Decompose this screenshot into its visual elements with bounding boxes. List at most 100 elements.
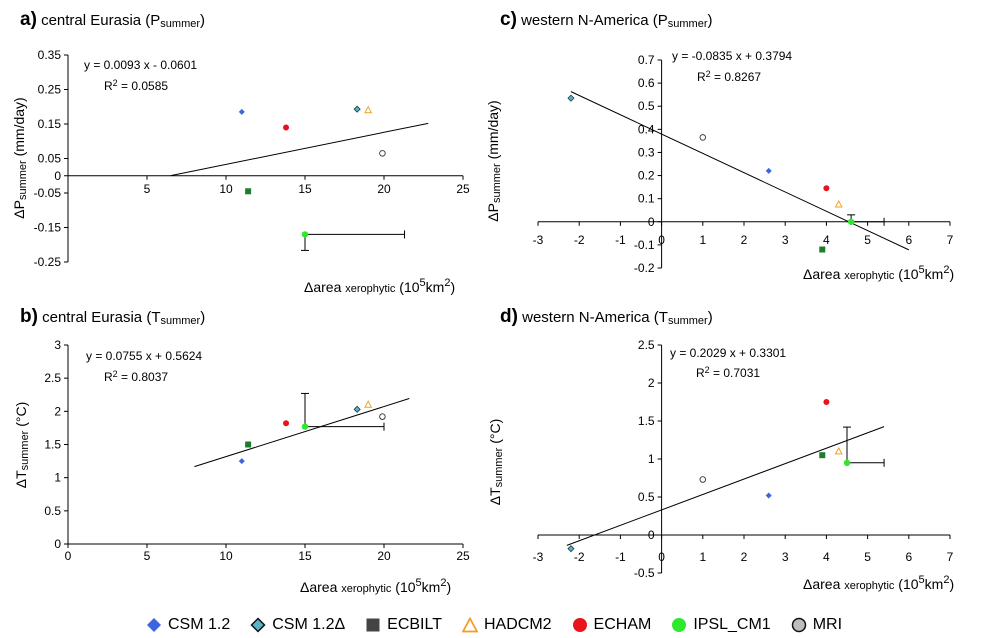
x-tick-label: 20: [377, 182, 391, 196]
y-axis-label: ΔTsummer (°C): [13, 402, 31, 489]
x-tick-label: 6: [905, 233, 912, 247]
x-tick-label: 2: [741, 550, 748, 564]
y-tick-label: 1.5: [44, 438, 61, 452]
panel-letter: a): [20, 9, 37, 30]
x-tick-label: -1: [615, 550, 626, 564]
x-label-main: Δarea: [803, 576, 844, 592]
legend: CSM 1.2 CSM 1.2Δ ECBILT HADCM2 ECHAM IPSL_CM1…: [0, 613, 988, 637]
x-label-sub: xerophytic: [345, 283, 396, 295]
data-point: [364, 400, 373, 408]
x-label-sup2: 2: [444, 277, 450, 289]
data-point: [283, 420, 290, 427]
panel-title: a) central Eurasia (Psummer): [20, 9, 205, 30]
x-label-close: ): [949, 576, 954, 592]
y-tick-label: 0: [54, 537, 61, 551]
data-point: [819, 452, 826, 459]
y-tick-label: 1: [54, 471, 61, 485]
r2-value: = 0.7031: [710, 366, 761, 380]
data-point: [238, 108, 245, 115]
y-label-sub: summer: [493, 447, 505, 487]
x-tick-label: 0: [658, 550, 665, 564]
x-label-sub: xerophytic: [844, 270, 895, 282]
y-tick-label: 0.5: [638, 99, 655, 113]
x-tick-label: 15: [298, 549, 312, 563]
panel-title-close: ): [200, 309, 205, 326]
x-axis-label: Δarea xerophytic (105km2): [300, 577, 451, 595]
x-label-sup2: 2: [943, 264, 949, 276]
y-tick-label: 0.7: [638, 53, 655, 67]
x-tick-label: 2: [741, 233, 748, 247]
r2-sup: 2: [113, 78, 118, 88]
y-tick-label: 0.35: [38, 48, 62, 62]
legend-marker: [366, 618, 380, 632]
panel-title-main: western N-America (T: [518, 309, 668, 326]
legend-marker: [146, 618, 161, 632]
x-tick-label: 4: [823, 233, 830, 247]
legend-item: CSM 1.2: [146, 616, 230, 634]
x-tick-label: 5: [144, 182, 151, 196]
x-label-close: ): [949, 266, 954, 282]
x-label-main: Δarea: [300, 579, 341, 595]
y-label-sub: summer: [17, 160, 29, 200]
panel-title: d) western N-America (Tsummer): [500, 306, 713, 327]
panel-title-main: central Eurasia (T: [38, 309, 161, 326]
y-label-rest: (°C): [487, 419, 503, 448]
r2-sup: 2: [706, 69, 711, 79]
x-tick-label: 0: [65, 549, 72, 563]
r2-sup: 2: [113, 369, 118, 379]
y-tick-label: 0.1: [638, 192, 655, 206]
legend-item: HADCM2: [461, 616, 552, 634]
legend-marker: [250, 617, 266, 633]
data-point: [847, 218, 855, 225]
y-tick-label: 0.5: [638, 490, 655, 504]
x-label-close: ): [450, 279, 455, 295]
r2-main: R: [104, 79, 113, 93]
legend-item: IPSL_CM1: [671, 616, 771, 634]
x-tick-label: -1: [615, 233, 626, 247]
y-tick-label: 0.5: [44, 504, 61, 518]
x-label-sup1: 5: [919, 574, 925, 586]
panel-letter: d): [500, 306, 518, 327]
x-label-sub: xerophytic: [341, 583, 392, 595]
x-tick-label: -2: [574, 550, 585, 564]
x-tick-label: 5: [864, 550, 871, 564]
r2-main: R: [104, 370, 113, 384]
x-tick-label: 20: [377, 549, 391, 563]
y-label-sub: summer: [19, 430, 31, 470]
y-tick-label: 0.25: [38, 83, 62, 97]
y-tick-label: 1.5: [638, 414, 655, 428]
data-point: [699, 134, 707, 141]
r-squared: R2 = 0.7031: [696, 365, 760, 380]
panel-letter: c): [500, 9, 517, 30]
regression-equation: y = 0.0755 x + 0.5624: [86, 349, 202, 363]
figure: a) central Eurasia (Psummer)5 10 15 20 25-0.…: [11, 9, 954, 595]
regression-line: [570, 91, 910, 251]
y-axis-label: ΔPsummer (mm/day): [11, 97, 29, 218]
legend-label: ECHAM: [593, 616, 652, 633]
data-point: [823, 185, 830, 192]
x-axis-label: Δarea xerophytic (105km2): [803, 574, 954, 592]
legend-item: CSM 1.2Δ: [250, 616, 345, 634]
data-point: [834, 446, 843, 455]
y-tick-label: 0.3: [638, 145, 655, 159]
y-tick-label: -0.5: [634, 566, 655, 580]
panel-b: b) central Eurasia (Tsummer)0 5 10 15 20 2500…: [13, 306, 470, 595]
data-point: [823, 399, 830, 405]
r-squared: R2 = 0.0585: [104, 78, 168, 93]
x-tick-label: 15: [298, 182, 312, 196]
legend-marker: [672, 618, 687, 632]
x-tick-label: 4: [823, 550, 830, 564]
data-point: [843, 459, 851, 466]
y-tick-label: 1: [648, 452, 655, 466]
y-label-main: ΔP: [485, 203, 501, 222]
regression-equation: y = -0.0835 x + 0.3794: [672, 49, 792, 63]
x-label-close: ): [446, 579, 451, 595]
x-tick-label: 0: [658, 233, 665, 247]
x-tick-label: 25: [456, 549, 470, 563]
data-point: [301, 231, 309, 238]
panel-title-close: ): [200, 12, 205, 29]
x-tick-label: 25: [456, 182, 470, 196]
y-label-rest: (°C): [13, 402, 29, 431]
x-tick-label: 5: [864, 233, 871, 247]
regression-line: [566, 426, 885, 546]
